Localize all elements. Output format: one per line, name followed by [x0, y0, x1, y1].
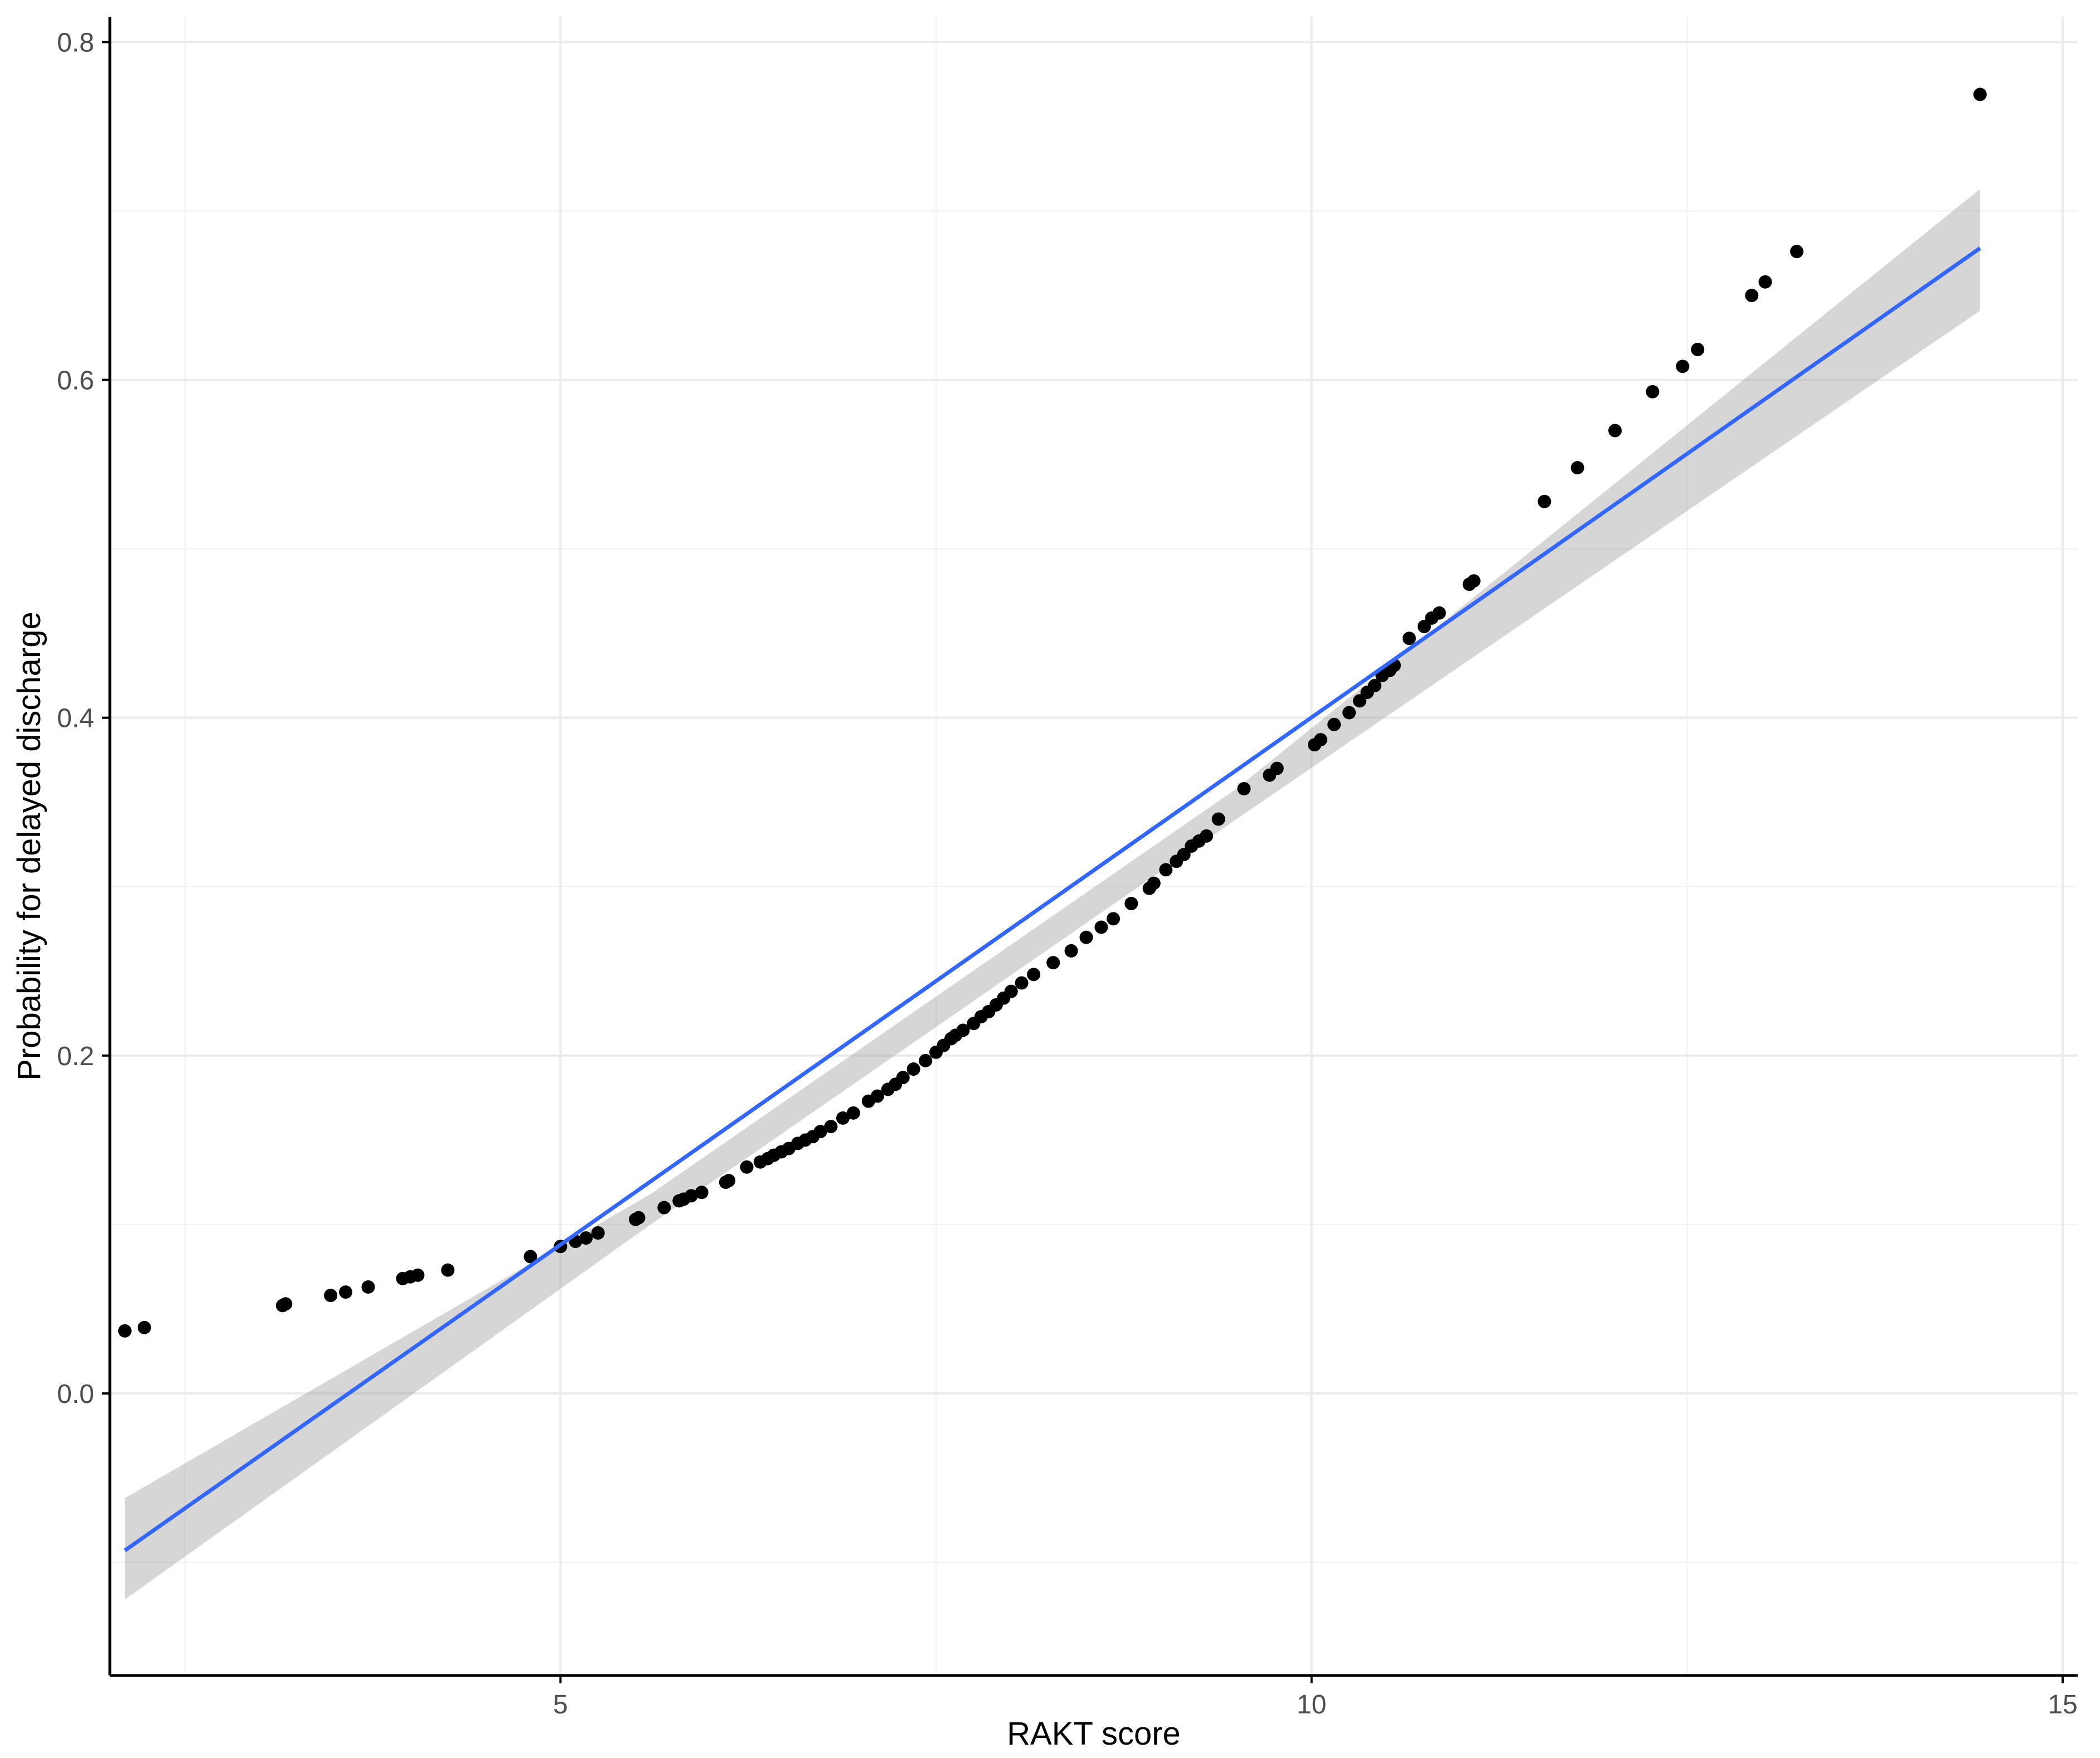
data-point: [591, 1226, 605, 1240]
data-point: [1327, 717, 1341, 731]
data-point: [279, 1297, 293, 1311]
data-point: [441, 1263, 455, 1277]
data-point: [1159, 863, 1173, 877]
x-tick-label: 5: [553, 1690, 568, 1720]
data-point: [1467, 574, 1481, 588]
data-point: [118, 1324, 132, 1338]
data-point: [1079, 930, 1093, 944]
y-tick-label: 0.4: [57, 704, 94, 734]
data-point: [813, 1125, 827, 1139]
data-point: [1402, 632, 1416, 645]
data-point: [896, 1071, 910, 1085]
data-point: [1147, 876, 1161, 890]
data-point: [1691, 343, 1705, 357]
data-point: [1745, 289, 1759, 303]
data-point: [722, 1174, 736, 1188]
data-point: [1646, 385, 1660, 399]
data-point: [1342, 706, 1356, 720]
data-point: [846, 1106, 860, 1120]
data-point: [1758, 275, 1772, 289]
data-point: [740, 1160, 754, 1174]
confidence-band: [124, 189, 1980, 1600]
data-point: [523, 1250, 537, 1264]
data-point: [1367, 679, 1381, 693]
grid: [110, 17, 2078, 1676]
data-point: [339, 1285, 353, 1299]
data-point: [632, 1211, 646, 1225]
data-point: [324, 1289, 338, 1303]
data-point: [1200, 829, 1214, 843]
y-axis-title: Probability for delayed discharge: [11, 611, 47, 1080]
x-tick-label: 10: [1297, 1690, 1326, 1720]
y-tick-label: 0.8: [57, 28, 94, 57]
data-point: [579, 1231, 593, 1245]
data-point: [137, 1320, 151, 1334]
data-point: [1094, 920, 1108, 934]
data-point: [1313, 733, 1327, 747]
fit-line: [123, 246, 1981, 1552]
data-point: [1973, 88, 1987, 101]
x-axis-title: RAKT score: [1007, 1716, 1181, 1752]
data-point: [919, 1053, 933, 1067]
data-point: [1790, 245, 1804, 259]
data-point: [1004, 984, 1018, 998]
x-tick-label: 15: [2048, 1690, 2077, 1720]
data-point: [1570, 461, 1584, 475]
data-point: [361, 1280, 375, 1294]
data-point: [1432, 606, 1446, 620]
data-point: [1107, 912, 1121, 926]
data-points: [118, 88, 1987, 1338]
data-point: [1270, 761, 1284, 775]
data-point: [1064, 944, 1078, 958]
x-axis-ticks: 5 10 15: [553, 1676, 2078, 1720]
y-tick-label: 0.2: [57, 1042, 94, 1071]
data-point: [836, 1111, 850, 1125]
data-point: [906, 1062, 920, 1076]
data-point: [1538, 494, 1551, 508]
data-point: [657, 1201, 671, 1215]
data-point: [1027, 968, 1041, 982]
y-tick-label: 0.6: [57, 366, 94, 396]
data-point: [1608, 424, 1622, 438]
data-point: [1676, 360, 1690, 373]
data-point: [1124, 897, 1138, 911]
data-point: [411, 1268, 425, 1282]
data-point: [1046, 956, 1060, 970]
data-point: [824, 1120, 838, 1134]
data-point: [1015, 976, 1029, 990]
data-point: [870, 1089, 884, 1103]
y-axis-ticks: 0.0 0.2 0.4 0.6 0.8: [57, 28, 110, 1409]
data-point: [956, 1023, 970, 1037]
y-tick-label: 0.0: [57, 1380, 94, 1409]
data-point: [1211, 812, 1225, 826]
data-point: [1237, 781, 1251, 795]
data-point: [695, 1186, 709, 1199]
data-point: [684, 1189, 698, 1203]
